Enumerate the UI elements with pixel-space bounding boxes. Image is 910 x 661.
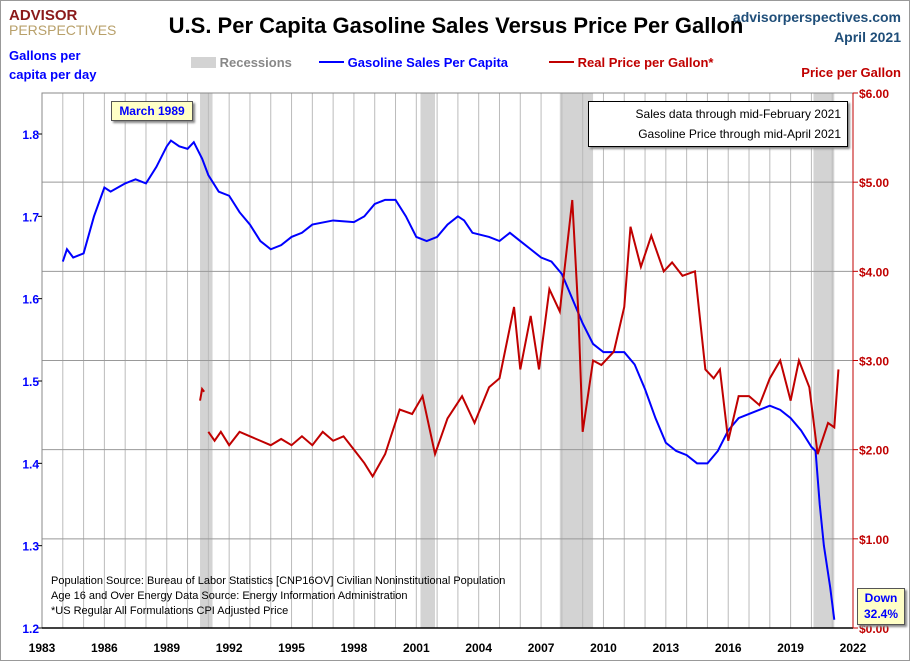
y2-tick-label: $3.00 [859,355,889,369]
y-tick-label: 1.7 [22,210,39,224]
y-tick-label: 1.8 [22,128,39,142]
x-tick-label: 2019 [777,641,804,655]
x-tick-label: 1983 [29,641,56,655]
x-tick-label: 2016 [715,641,742,655]
x-tick-label: 1986 [91,641,118,655]
y2-axis-label: Price per Gallon [801,65,901,80]
y2-tick-label: $5.00 [859,176,889,190]
down-callout: Down 32.4% [857,588,905,625]
y2-tick-label: $6.00 [859,87,889,101]
note-3: *US Regular All Formulations CPI Adjuste… [51,605,289,617]
y-tick-label: 1.4 [22,457,39,471]
x-tick-label: 2013 [652,641,679,655]
peak-callout: March 1989 [111,101,193,121]
x-tick-label: 2004 [465,641,492,655]
price-line [199,386,205,401]
x-tick-label: 2022 [840,641,867,655]
note-2: Age 16 and Over Energy Data Source: Ener… [51,590,408,602]
y-axis-label: Gallons per capita per day [9,48,97,82]
y2-tick-label: $0.00 [859,622,889,636]
legend-price: Real Price per Gallon* [549,55,713,70]
legend-sales: Gasoline Sales Per Capita [319,55,508,70]
x-tick-label: 2010 [590,641,617,655]
price-swatch [549,61,574,63]
x-tick-label: 1998 [341,641,368,655]
y-tick-label: 1.2 [22,622,39,636]
logo: ADVISOR PERSPECTIVES [9,7,117,38]
info-line-1: Sales data through mid-February 2021 [635,107,841,121]
x-tick-label: 1989 [153,641,180,655]
price-line [207,199,840,479]
y-tick-label: 1.3 [22,540,39,554]
y-tick-label: 1.6 [22,293,39,307]
x-tick-label: 1992 [216,641,243,655]
sales-swatch [319,61,344,63]
site-info: advisorperspectives.com April 2021 [733,7,901,47]
date-label: April 2021 [834,29,901,45]
y2-tick-label: $1.00 [859,533,889,547]
info-line-2: Gasoline Price through mid-April 2021 [638,127,841,141]
site-name: advisorperspectives.com [732,9,901,25]
note-1: Population Source: Bureau of Labor Stati… [51,575,506,587]
sales-line [61,139,836,620]
x-tick-label: 2001 [403,641,430,655]
legend-recessions: Recessions [191,55,292,70]
y-tick-label: 1.5 [22,375,39,389]
down-label: Down [864,591,898,605]
x-tick-label: 1995 [278,641,305,655]
x-tick-label: 2007 [528,641,555,655]
source-notes: Population Source: Bureau of Labor Stati… [51,574,505,619]
logo-top: ADVISOR [9,7,78,24]
logo-bottom: PERSPECTIVES [9,22,117,38]
down-percent: 32.4% [863,607,899,621]
y2-tick-label: $2.00 [859,444,889,458]
y2-tick-label: $4.00 [859,265,889,279]
info-box: Sales data through mid-February 2021 Gas… [588,101,848,147]
chart-title: U.S. Per Capita Gasoline Sales Versus Pr… [168,13,744,38]
recession-swatch [191,57,216,68]
